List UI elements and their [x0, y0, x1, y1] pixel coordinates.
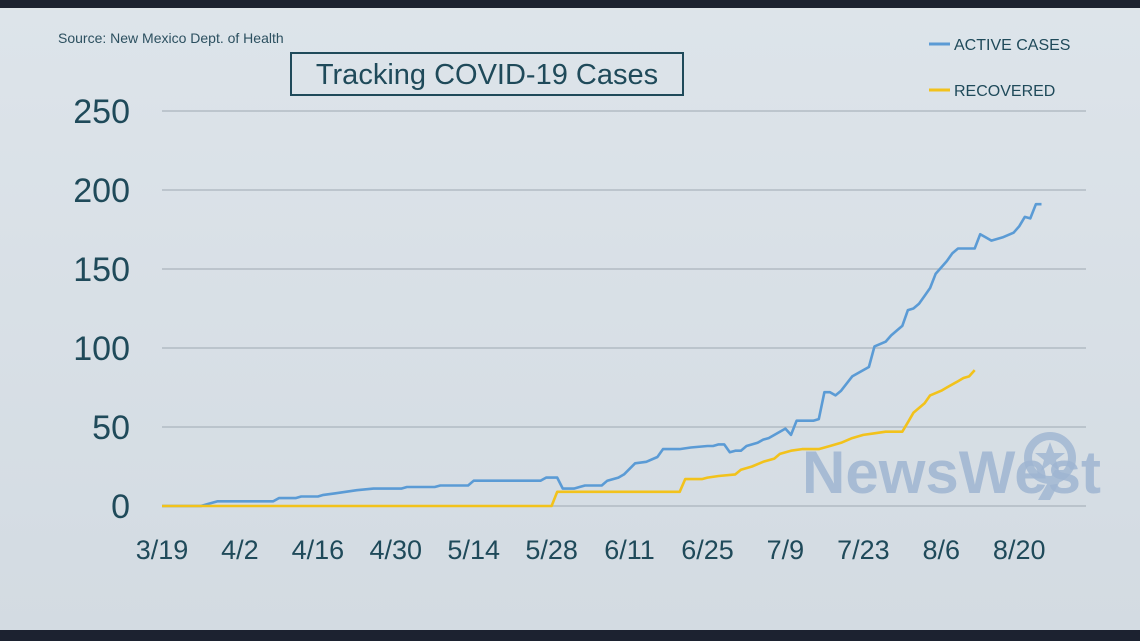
x-tick-label: 6/25 — [681, 535, 734, 565]
series-line-active-cases — [162, 202, 1042, 508]
x-tick-label: 4/30 — [370, 535, 423, 565]
x-tick-label: 3/19 — [136, 535, 189, 565]
x-tick-label: 7/9 — [767, 535, 805, 565]
chart-title: Tracking COVID-19 Cases — [316, 59, 658, 91]
y-tick-label: 50 — [92, 409, 130, 447]
x-tick-label: 5/14 — [447, 535, 500, 565]
series-line-recovered — [162, 369, 976, 508]
x-axis-ticks: 3/19 4/2 4/16 4/30 5/14 5/28 6/11 6/25 7/9 7/23 8/… — [136, 535, 1046, 565]
x-tick-label: 8/20 — [993, 535, 1046, 565]
star-logo-icon — [1024, 432, 1076, 500]
legend-label-active: ACTIVE CASES — [954, 37, 1070, 54]
x-tick-label: 6/11 — [604, 535, 655, 565]
y-tick-label: 250 — [73, 93, 130, 131]
title-box — [290, 52, 684, 96]
y-tick-label: 100 — [73, 330, 130, 368]
x-tick-label: 4/2 — [221, 535, 259, 565]
x-tick-label: 5/28 — [525, 535, 578, 565]
x-tick-label: 4/16 — [292, 535, 345, 565]
y-tick-label: 0 — [111, 488, 130, 526]
source-note: Source: New Mexico Dept. of Health — [58, 30, 284, 46]
x-tick-label: 8/6 — [923, 535, 961, 565]
legend: ACTIVE CASES RECOVERED — [929, 37, 1070, 100]
x-tick-label: 7/23 — [837, 535, 890, 565]
y-axis-ticks: 0 50 100 150 200 250 — [73, 93, 130, 526]
legend-label-recovered: RECOVERED — [954, 83, 1055, 100]
series-layer — [162, 202, 1042, 508]
y-tick-label: 150 — [73, 251, 130, 289]
y-tick-label: 200 — [73, 172, 130, 210]
